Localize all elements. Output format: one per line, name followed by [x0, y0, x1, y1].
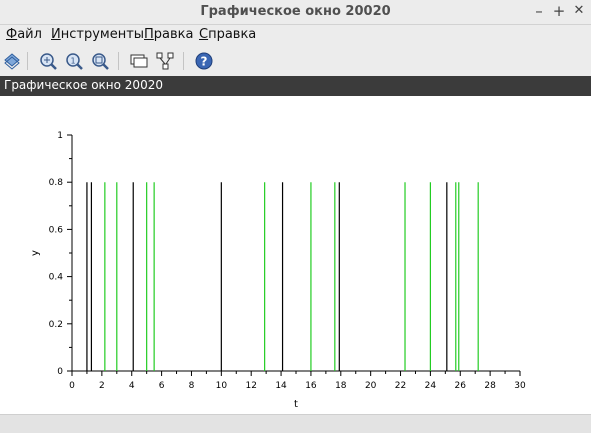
figure-bar: Графическое окно 20020 [0, 76, 591, 96]
datatip-button[interactable] [128, 50, 150, 72]
rotate-button[interactable] [1, 50, 23, 72]
x-axis-label: t [294, 399, 298, 410]
x-tick-label: 22 [395, 381, 406, 391]
zoom-fit-icon [92, 53, 109, 70]
x-tick-label: 20 [365, 381, 377, 391]
y-tick-label: 0 [57, 367, 63, 377]
plot-svg[interactable]: 0 2 4 6 8 10 12 14 16 18 20 22 24 26 28 3000.20.40.60.8… [0, 96, 591, 414]
x-tick-label: 16 [305, 381, 317, 391]
help-button[interactable]: ? [193, 50, 215, 72]
x-tick-label: 0 [69, 381, 75, 391]
y-tick-label: 1 [57, 131, 63, 141]
toolbar-separator [183, 52, 184, 70]
maximize-button[interactable]: + [552, 2, 566, 20]
y-axis-label: y [30, 250, 41, 256]
help-icon: ? [195, 52, 213, 70]
menu-tools[interactable]: Инструменты [51, 27, 145, 42]
menu-edit[interactable]: Правка [144, 27, 194, 42]
x-tick-label: 14 [275, 381, 287, 391]
rotate-icon [4, 53, 20, 70]
x-tick-label: 10 [216, 381, 228, 391]
toolbar-separator [118, 52, 119, 70]
y-tick-label: 0.2 [49, 320, 63, 330]
status-bar [0, 414, 591, 433]
menu-bar: Файл Инструменты Правка Справка [0, 25, 591, 47]
svg-text:?: ? [201, 55, 208, 69]
close-button[interactable]: ✕ [573, 3, 585, 18]
x-tick-label: 6 [159, 381, 165, 391]
plot-canvas[interactable]: 0 2 4 6 8 10 12 14 16 18 20 22 24 26 28 30 0 0.2 0.4 0.6 0.8… [0, 96, 591, 414]
y-tick-label: 0.8 [49, 178, 64, 188]
y-tick-label: 0.6 [49, 225, 64, 235]
y-tick-label: 0.4 [49, 273, 64, 283]
editor-icon [156, 52, 174, 70]
chart-marks [86, 182, 479, 371]
title-bar: Графическое окно 20020 – + ✕ [0, 0, 591, 25]
x-tick-label: 24 [425, 381, 437, 391]
x-tick-label: 2 [99, 381, 105, 391]
toolbar: 1 ? [0, 48, 591, 75]
zoom-in-icon: 1 [66, 53, 83, 70]
minimize-button[interactable]: – [535, 2, 543, 20]
x-tick-label: 18 [335, 381, 347, 391]
x-tick-label: 28 [484, 381, 496, 391]
x-tick-label: 8 [189, 381, 195, 391]
menu-help[interactable]: Справка [199, 27, 257, 42]
figure-name: Графическое окно 20020 [4, 78, 163, 92]
zoom-in-button[interactable]: 1 [63, 50, 85, 72]
zoom-area-button[interactable] [37, 50, 59, 72]
menu-file[interactable]: Файл [6, 27, 42, 42]
axes: 0 2 4 6 8 10 12 14 16 18 20 22 24 26 28 3000.20.40.60.8… [30, 131, 526, 410]
svg-text:1: 1 [71, 57, 76, 66]
datatip-icon [130, 54, 148, 68]
x-tick-label: 12 [245, 381, 256, 391]
x-tick-label: 4 [129, 381, 135, 391]
editor-button[interactable] [154, 50, 176, 72]
x-tick-label: 26 [455, 381, 467, 391]
zoom-area-icon [40, 53, 57, 70]
zoom-fit-button[interactable] [89, 50, 111, 72]
toolbar-separator [27, 52, 28, 70]
x-tick-label: 30 [514, 381, 526, 391]
window-title: Графическое окно 20020 [200, 4, 391, 19]
